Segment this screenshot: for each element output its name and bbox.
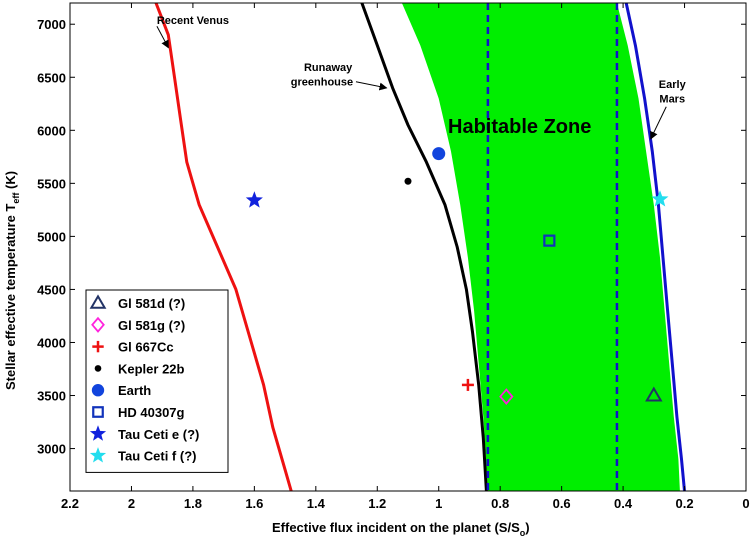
marker-tau-ceti-e (245, 191, 263, 208)
legend-entry: Gl 667Cc (118, 340, 174, 355)
legend-entry: Gl 581d (?) (118, 296, 185, 311)
x-tick-label: 1.8 (184, 496, 202, 511)
x-tick-label: 1 (435, 496, 442, 511)
y-tick-label: 7000 (37, 17, 66, 32)
legend-entry: Tau Ceti f (?) (118, 449, 196, 464)
x-tick-label: 0.2 (676, 496, 694, 511)
legend: Gl 581d (?) Gl 581g (?) Gl 667Cc Kepler 22b… (85, 289, 229, 473)
marker-hd-40307g (543, 234, 556, 247)
legend-marker (92, 340, 104, 353)
y-tick-label: 5500 (37, 176, 66, 191)
curve-runaway-greenhouse (360, 3, 488, 491)
x-axis-label: Effective flux incident on the planet (S… (272, 520, 530, 538)
legend-entry: Kepler 22b (118, 361, 185, 376)
plot-frame (69, 2, 747, 492)
x-tick-label: 1.6 (245, 496, 263, 511)
annotation-arrow (650, 106, 667, 140)
marker-earth (432, 147, 446, 161)
x-tick-label: 0.6 (553, 496, 571, 511)
x-tick-label: 1.2 (368, 496, 386, 511)
y-tick-label: 4000 (37, 335, 66, 350)
legend-marker (94, 365, 102, 372)
legend-entry: Gl 581g (?) (118, 318, 185, 333)
annotation-label: Mars (659, 94, 685, 106)
legend-entry: Tau Ceti e (?) (118, 427, 199, 442)
annotation-label: greenhouse (291, 77, 353, 89)
legend-marker (91, 384, 105, 397)
marker-gl-581d (645, 386, 663, 402)
curve-early-mars (624, 3, 686, 491)
marker-tau-ceti-f (651, 190, 669, 207)
y-tick-label: 4500 (37, 282, 66, 297)
y-tick-label: 6500 (37, 70, 66, 85)
x-tick-label: 2 (128, 496, 135, 511)
legend-marker (91, 316, 105, 333)
habitable-zone-label: Habitable Zone (448, 116, 591, 138)
annotation-arrow (156, 25, 169, 49)
y-tick-label: 5000 (37, 229, 66, 244)
legend-entry: HD 40307g (118, 405, 185, 420)
annotation-label: Early (659, 79, 687, 91)
x-tick-label: 1.4 (307, 496, 326, 511)
x-tick-label: 0.8 (491, 496, 509, 511)
curve-recent-venus (154, 3, 293, 491)
marker-kepler-22b (404, 177, 412, 185)
y-axis-label: Stellar effective temperature Teff (K) (3, 171, 21, 390)
annotation-arrow (355, 81, 388, 91)
marker-gl-667cc (461, 378, 474, 391)
legend-marker (89, 447, 107, 463)
marker-gl-581g (499, 388, 514, 405)
legend-marker (89, 294, 107, 309)
habitable-zone-fill (401, 3, 680, 491)
x-tick-label: 2.2 (61, 496, 79, 511)
annotation-label: Runaway (304, 62, 353, 74)
x-tick-label: 0.4 (614, 496, 633, 511)
annotation-label: Recent Venus (157, 15, 229, 27)
legend-marker (92, 406, 104, 418)
y-tick-label: 3000 (37, 442, 66, 457)
legend-box (85, 289, 229, 473)
legend-marker (89, 425, 107, 441)
x-tick-label: 0 (742, 496, 749, 511)
y-tick-label: 3500 (37, 389, 66, 404)
legend-entry: Earth (118, 383, 151, 398)
y-tick-label: 6000 (37, 123, 66, 138)
